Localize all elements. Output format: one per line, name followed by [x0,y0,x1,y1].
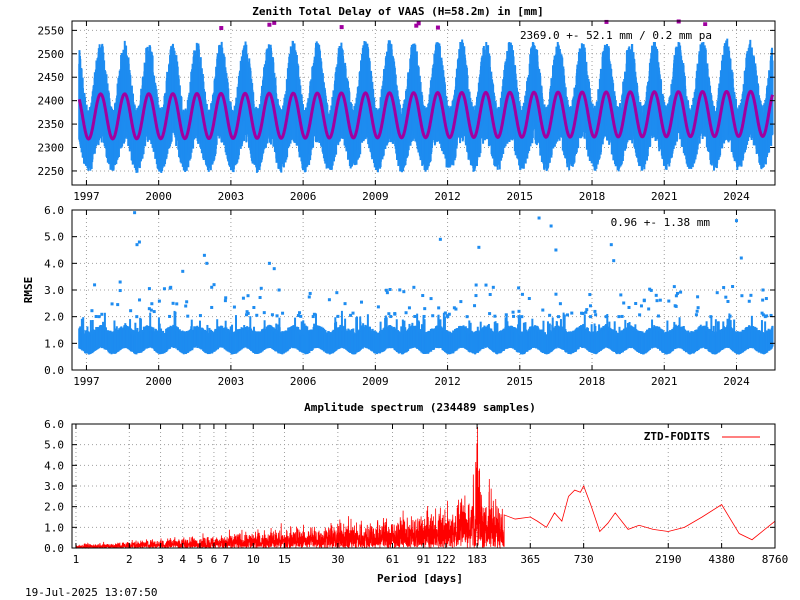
ztd-outlier-point [414,23,419,28]
ztd-x-tick-label: 2012 [434,190,461,203]
ztd-outlier-point [435,25,440,30]
ztd-outlier-point [416,21,421,26]
ztd-x-tick-label: 2021 [651,190,678,203]
ztd-chart-title: Zenith Total Delay of VAAS (H=58.2m) in … [252,5,543,18]
ztd-annotation-background [478,26,718,42]
ztd-y-tick-label: 2250 [38,165,65,178]
ztd-outlier-point [219,26,224,31]
ztd-outlier-point [272,20,277,25]
ztd-outlier-point [703,22,708,27]
ztd-y-tick-label: 2450 [38,71,65,84]
ztd-outlier-point [267,22,272,27]
ztd-x-tick-label: 2003 [218,190,245,203]
rmse-data [78,211,774,355]
ztd-model-curve [77,89,775,141]
ztd-panel: Zenith Total Delay of VAAS (H=58.2m) in … [38,5,776,203]
ztd-x-tick-label: 2015 [507,190,534,203]
ztd-x-tick-label: 2009 [362,190,389,203]
ztd-y-tick-label: 2300 [38,142,65,155]
ztd-x-tick-label: 1997 [73,190,100,203]
ztd-x-tick-label: 2018 [579,190,606,203]
rmse-grid [72,209,775,371]
ztd-plot-frame [71,20,776,186]
ztd-outlier-point [339,25,344,30]
ztd-outlier-point [604,19,609,24]
ztd-y-tick-label: 2400 [38,95,65,108]
ztd-x-tick-label: 2000 [145,190,172,203]
ztd-x-tick-label: 2006 [290,190,317,203]
ztd-ticks: 2250 2300 2350 2400 2450 2500 2550 1997 2000 2003… [38,21,775,203]
ztd-x-tick-label: 2024 [723,190,750,203]
ztd-y-tick-label: 2550 [38,24,65,37]
ztd-data [77,19,775,173]
ztd-y-tick-label: 2500 [38,48,65,61]
ztd-annotation: 2369.0 +- 52.1 mm / 0.2 mm pa [520,29,712,42]
ztd-y-tick-label: 2350 [38,118,65,131]
